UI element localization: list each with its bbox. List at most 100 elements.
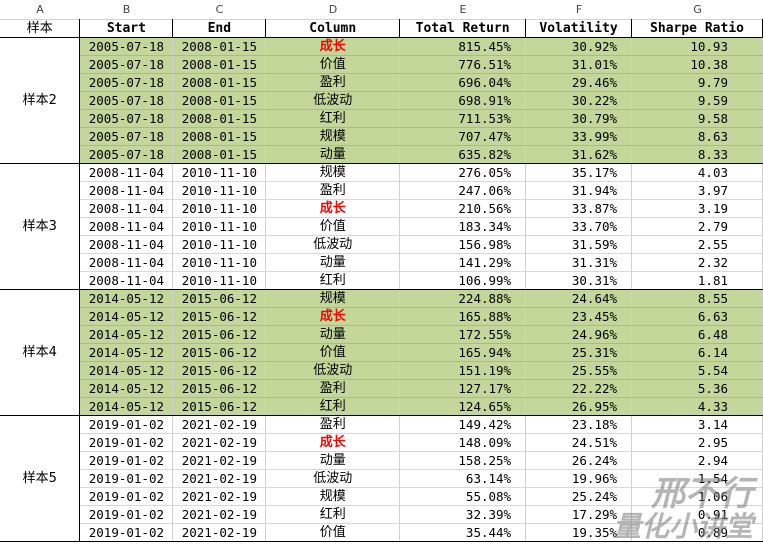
factor-name-cell[interactable]: 成长 [265, 307, 401, 326]
sharpe-ratio-cell[interactable]: 0.91 [631, 505, 763, 524]
factor-name-cell[interactable]: 价值 [265, 343, 401, 362]
total-return-cell[interactable]: 127.17% [399, 379, 527, 398]
sharpe-ratio-cell[interactable]: 2.55 [631, 235, 763, 254]
total-return-cell[interactable]: 696.04% [399, 73, 527, 92]
end-date-cell[interactable]: 2021-02-19 [172, 523, 267, 542]
volatility-cell[interactable]: 23.18% [525, 415, 633, 434]
start-date-cell[interactable]: 2014-05-12 [79, 397, 174, 416]
volatility-cell[interactable]: 29.46% [525, 73, 633, 92]
sample-label-cell[interactable]: 样本3 [0, 163, 81, 290]
factor-name-cell[interactable]: 价值 [265, 523, 401, 542]
volatility-cell[interactable]: 25.55% [525, 361, 633, 380]
volatility-cell[interactable]: 31.94% [525, 181, 633, 200]
sharpe-ratio-cell[interactable]: 8.55 [631, 289, 763, 308]
column-letter-e[interactable]: E [459, 3, 467, 16]
volatility-cell[interactable]: 31.62% [525, 145, 633, 164]
total-return-cell[interactable]: 149.42% [399, 415, 527, 434]
start-date-cell[interactable]: 2005-07-18 [79, 145, 174, 164]
total-return-cell[interactable]: 148.09% [399, 433, 527, 452]
factor-name-cell[interactable]: 盈利 [265, 379, 401, 398]
factor-name-cell[interactable]: 动量 [265, 451, 401, 470]
volatility-cell[interactable]: 19.96% [525, 469, 633, 488]
start-date-cell[interactable]: 2005-07-18 [79, 127, 174, 146]
end-date-cell[interactable]: 2015-06-12 [172, 289, 267, 308]
start-date-cell[interactable]: 2014-05-12 [79, 289, 174, 308]
factor-name-cell[interactable]: 成长 [265, 433, 401, 452]
volatility-cell[interactable]: 26.24% [525, 451, 633, 470]
sharpe-ratio-cell[interactable]: 8.33 [631, 145, 763, 164]
sharpe-ratio-cell[interactable]: 6.48 [631, 325, 763, 344]
sharpe-ratio-cell[interactable]: 4.33 [631, 397, 763, 416]
end-date-cell[interactable]: 2008-01-15 [172, 127, 267, 146]
volatility-cell[interactable]: 31.01% [525, 55, 633, 74]
start-date-cell[interactable]: 2008-11-04 [79, 271, 174, 290]
header-corner-cell[interactable]: 样本 [0, 19, 81, 38]
start-date-cell[interactable]: 2008-11-04 [79, 199, 174, 218]
sharpe-ratio-cell[interactable]: 3.19 [631, 199, 763, 218]
column-letter-b[interactable]: B [122, 3, 131, 16]
volatility-cell[interactable]: 24.96% [525, 325, 633, 344]
sharpe-ratio-cell[interactable]: 3.14 [631, 415, 763, 434]
end-date-cell[interactable]: 2010-11-10 [172, 235, 267, 254]
sharpe-ratio-cell[interactable]: 2.79 [631, 217, 763, 236]
total-return-cell[interactable]: 183.34% [399, 217, 527, 236]
start-date-cell[interactable]: 2019-01-02 [79, 505, 174, 524]
factor-name-cell[interactable]: 成长 [265, 199, 401, 218]
end-date-cell[interactable]: 2010-11-10 [172, 163, 267, 182]
total-return-cell[interactable]: 158.25% [399, 451, 527, 470]
factor-name-cell[interactable]: 动量 [265, 145, 401, 164]
end-date-cell[interactable]: 2010-11-10 [172, 199, 267, 218]
volatility-cell[interactable]: 23.45% [525, 307, 633, 326]
factor-name-cell[interactable]: 低波动 [265, 91, 401, 110]
start-date-cell[interactable]: 2008-11-04 [79, 235, 174, 254]
factor-name-cell[interactable]: 红利 [265, 271, 401, 290]
volatility-cell[interactable]: 35.17% [525, 163, 633, 182]
factor-name-cell[interactable]: 动量 [265, 325, 401, 344]
total-return-cell[interactable]: 156.98% [399, 235, 527, 254]
volatility-cell[interactable]: 26.95% [525, 397, 633, 416]
end-date-cell[interactable]: 2008-01-15 [172, 37, 267, 56]
volatility-cell[interactable]: 25.31% [525, 343, 633, 362]
factor-name-cell[interactable]: 红利 [265, 109, 401, 128]
sharpe-ratio-cell[interactable]: 2.94 [631, 451, 763, 470]
sharpe-ratio-cell[interactable]: 2.32 [631, 253, 763, 272]
end-date-cell[interactable]: 2010-11-10 [172, 271, 267, 290]
volatility-cell[interactable]: 30.22% [525, 91, 633, 110]
volatility-cell[interactable]: 33.99% [525, 127, 633, 146]
total-return-cell[interactable]: 711.53% [399, 109, 527, 128]
sample-label-cell[interactable]: 样本4 [0, 289, 81, 416]
volatility-cell[interactable]: 30.79% [525, 109, 633, 128]
total-return-cell[interactable]: 210.56% [399, 199, 527, 218]
factor-name-cell[interactable]: 低波动 [265, 361, 401, 380]
volatility-cell[interactable]: 22.22% [525, 379, 633, 398]
start-date-cell[interactable]: 2019-01-02 [79, 415, 174, 434]
end-date-cell[interactable]: 2021-02-19 [172, 415, 267, 434]
total-return-cell[interactable]: 224.88% [399, 289, 527, 308]
end-date-cell[interactable]: 2015-06-12 [172, 325, 267, 344]
sample-label-cell[interactable]: 样本2 [0, 37, 81, 164]
total-return-cell[interactable]: 32.39% [399, 505, 527, 524]
total-return-cell[interactable]: 276.05% [399, 163, 527, 182]
start-date-cell[interactable]: 2019-01-02 [79, 487, 174, 506]
end-date-cell[interactable]: 2008-01-15 [172, 73, 267, 92]
volatility-cell[interactable]: 33.70% [525, 217, 633, 236]
factor-name-cell[interactable]: 红利 [265, 505, 401, 524]
column-letter-a[interactable]: A [36, 3, 44, 16]
volatility-cell[interactable]: 31.31% [525, 253, 633, 272]
start-date-cell[interactable]: 2014-05-12 [79, 325, 174, 344]
end-date-cell[interactable]: 2015-06-12 [172, 361, 267, 380]
volatility-cell[interactable]: 24.51% [525, 433, 633, 452]
end-date-cell[interactable]: 2015-06-12 [172, 343, 267, 362]
column-letter-c[interactable]: C [215, 3, 224, 16]
end-date-cell[interactable]: 2015-06-12 [172, 307, 267, 326]
total-return-cell[interactable]: 35.44% [399, 523, 527, 542]
start-date-cell[interactable]: 2008-11-04 [79, 253, 174, 272]
header-total-return-cell[interactable]: Total Return [399, 19, 527, 38]
start-date-cell[interactable]: 2008-11-04 [79, 163, 174, 182]
sharpe-ratio-cell[interactable]: 6.63 [631, 307, 763, 326]
volatility-cell[interactable]: 19.35% [525, 523, 633, 542]
end-date-cell[interactable]: 2021-02-19 [172, 505, 267, 524]
sharpe-ratio-cell[interactable]: 2.95 [631, 433, 763, 452]
factor-name-cell[interactable]: 低波动 [265, 235, 401, 254]
sharpe-ratio-cell[interactable]: 10.93 [631, 37, 763, 56]
